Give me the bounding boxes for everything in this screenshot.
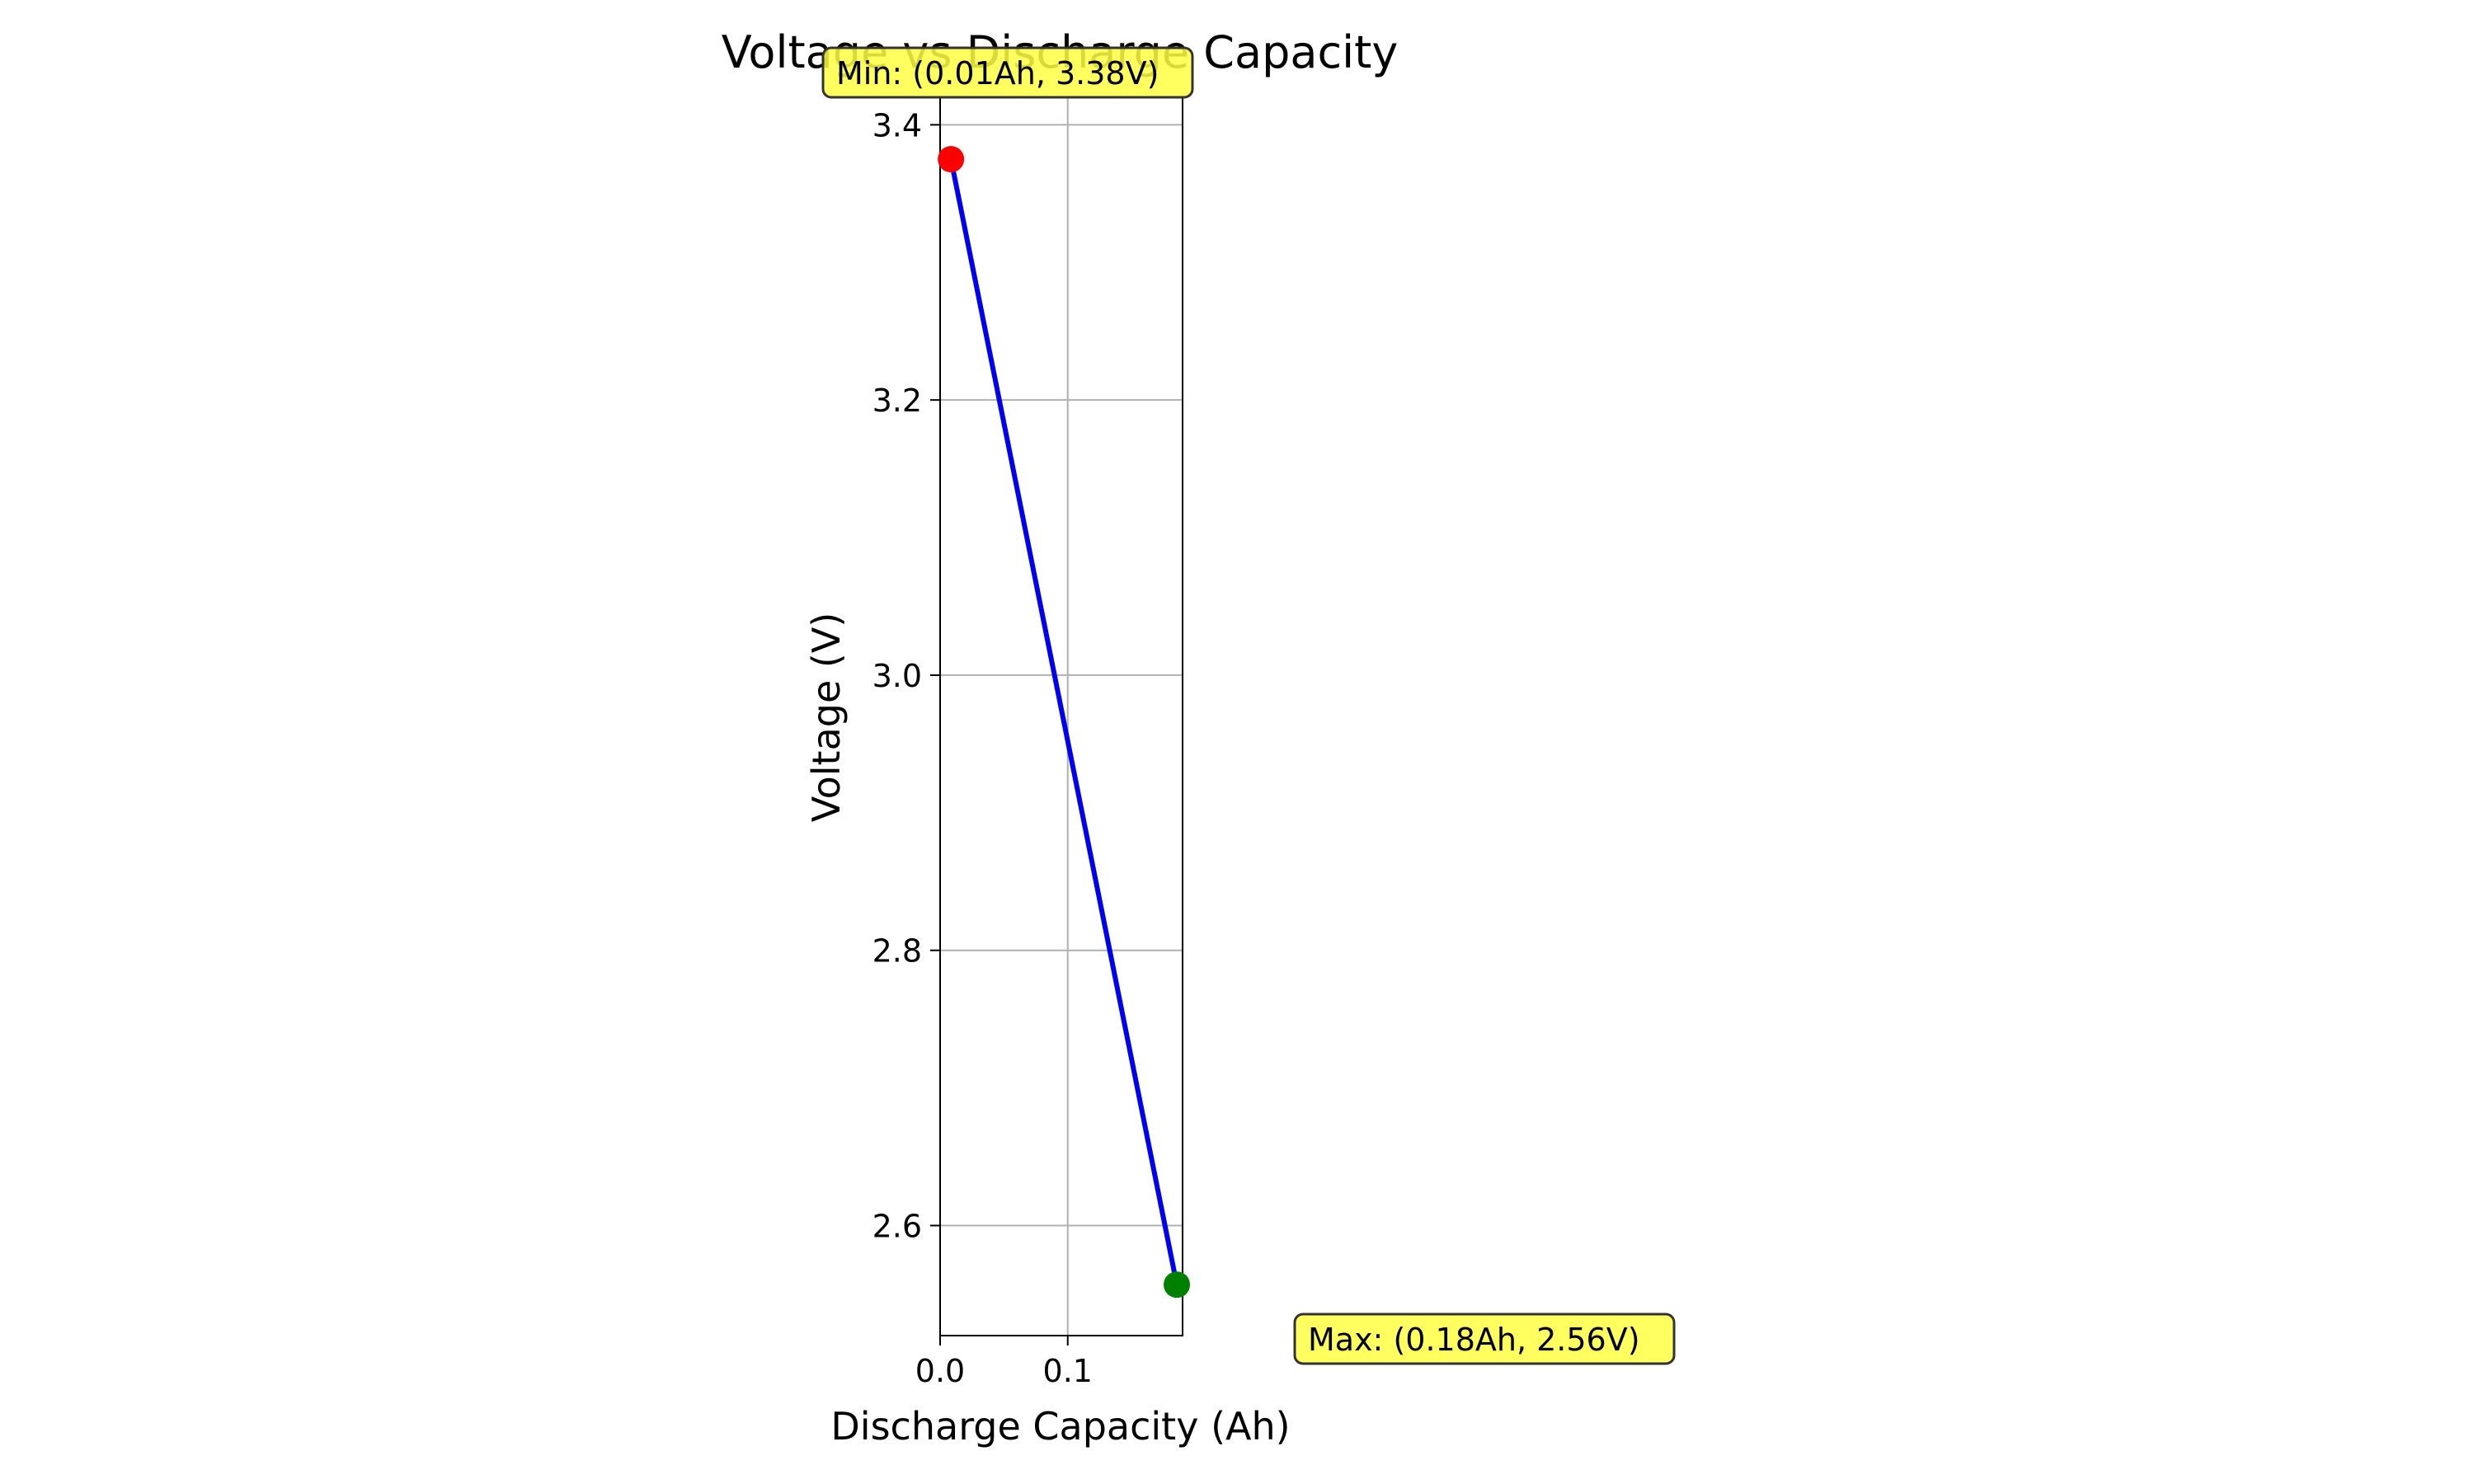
max-annotation-text: Max: (0.18Ah, 2.56V) [1308,1322,1640,1358]
x-tick-label: 0.1 [1043,1353,1093,1389]
min-annotation-box [821,46,1194,99]
y-tick-label: 3.4 [872,107,922,143]
y-axis-label: Voltage (V) [804,613,849,823]
annotations: Min: (0.01Ah, 3.38V) Max: (0.18Ah, 2.56V) [821,46,1676,1365]
ticks: 2.6 2.8 3.0 3.2 3.4 0.0 0.1 [872,107,1093,1389]
x-axis-label: Discharge Capacity (Ah) [830,1404,1290,1449]
markers [938,146,1191,1298]
y-tick-label: 2.6 [872,1208,922,1244]
x-tick-label: 0.0 [915,1353,965,1389]
y-tick-label: 2.8 [872,933,922,970]
series [948,158,1179,1285]
max-annotation-box [1293,1313,1676,1365]
series-line [948,158,1179,1285]
y-tick-label: 3.2 [872,383,922,419]
max-point-marker [1164,1271,1191,1298]
min-point-marker [938,146,965,173]
min-annotation-text: Min: (0.01Ah, 3.38V) [836,55,1159,92]
y-tick-label: 3.0 [872,658,922,694]
